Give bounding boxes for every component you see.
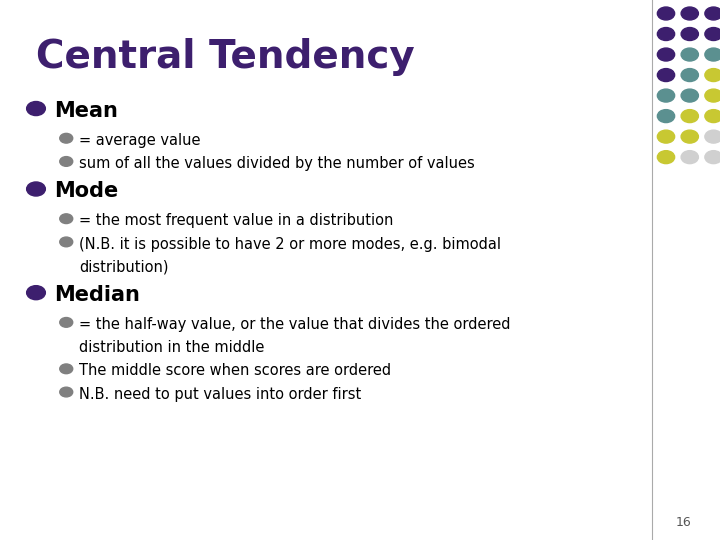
Circle shape <box>681 28 698 40</box>
Circle shape <box>657 48 675 61</box>
Circle shape <box>657 28 675 40</box>
Circle shape <box>60 318 73 327</box>
Circle shape <box>705 110 720 123</box>
Text: Central Tendency: Central Tendency <box>36 38 415 76</box>
Text: Median: Median <box>54 285 140 305</box>
Text: = average value: = average value <box>79 133 201 148</box>
Text: 16: 16 <box>675 516 691 529</box>
Circle shape <box>705 69 720 82</box>
Circle shape <box>705 48 720 61</box>
Circle shape <box>681 69 698 82</box>
Text: distribution): distribution) <box>79 260 168 275</box>
Circle shape <box>657 69 675 82</box>
Circle shape <box>681 110 698 123</box>
Circle shape <box>681 130 698 143</box>
Text: N.B. need to put values into order first: N.B. need to put values into order first <box>79 387 361 402</box>
Circle shape <box>705 130 720 143</box>
Circle shape <box>657 130 675 143</box>
Circle shape <box>681 7 698 20</box>
Circle shape <box>60 237 73 247</box>
Circle shape <box>705 28 720 40</box>
Circle shape <box>681 151 698 164</box>
Circle shape <box>657 89 675 102</box>
Circle shape <box>705 151 720 164</box>
Circle shape <box>60 364 73 374</box>
Circle shape <box>27 286 45 300</box>
Circle shape <box>705 89 720 102</box>
Text: = the half-way value, or the value that divides the ordered: = the half-way value, or the value that … <box>79 317 510 332</box>
Circle shape <box>705 7 720 20</box>
Circle shape <box>60 214 73 224</box>
Text: Mean: Mean <box>54 100 118 121</box>
Circle shape <box>681 89 698 102</box>
Circle shape <box>60 133 73 143</box>
Text: (N.B. it is possible to have 2 or more modes, e.g. bimodal: (N.B. it is possible to have 2 or more m… <box>79 237 501 252</box>
Circle shape <box>60 157 73 166</box>
Circle shape <box>60 387 73 397</box>
Circle shape <box>27 182 45 196</box>
Circle shape <box>657 110 675 123</box>
Text: = the most frequent value in a distribution: = the most frequent value in a distribut… <box>79 213 394 228</box>
Text: distribution in the middle: distribution in the middle <box>79 340 264 355</box>
Text: sum of all the values divided by the number of values: sum of all the values divided by the num… <box>79 156 475 171</box>
Circle shape <box>27 102 45 116</box>
Circle shape <box>681 48 698 61</box>
Circle shape <box>657 7 675 20</box>
Circle shape <box>657 151 675 164</box>
Text: The middle score when scores are ordered: The middle score when scores are ordered <box>79 363 392 379</box>
Text: Mode: Mode <box>54 181 118 201</box>
